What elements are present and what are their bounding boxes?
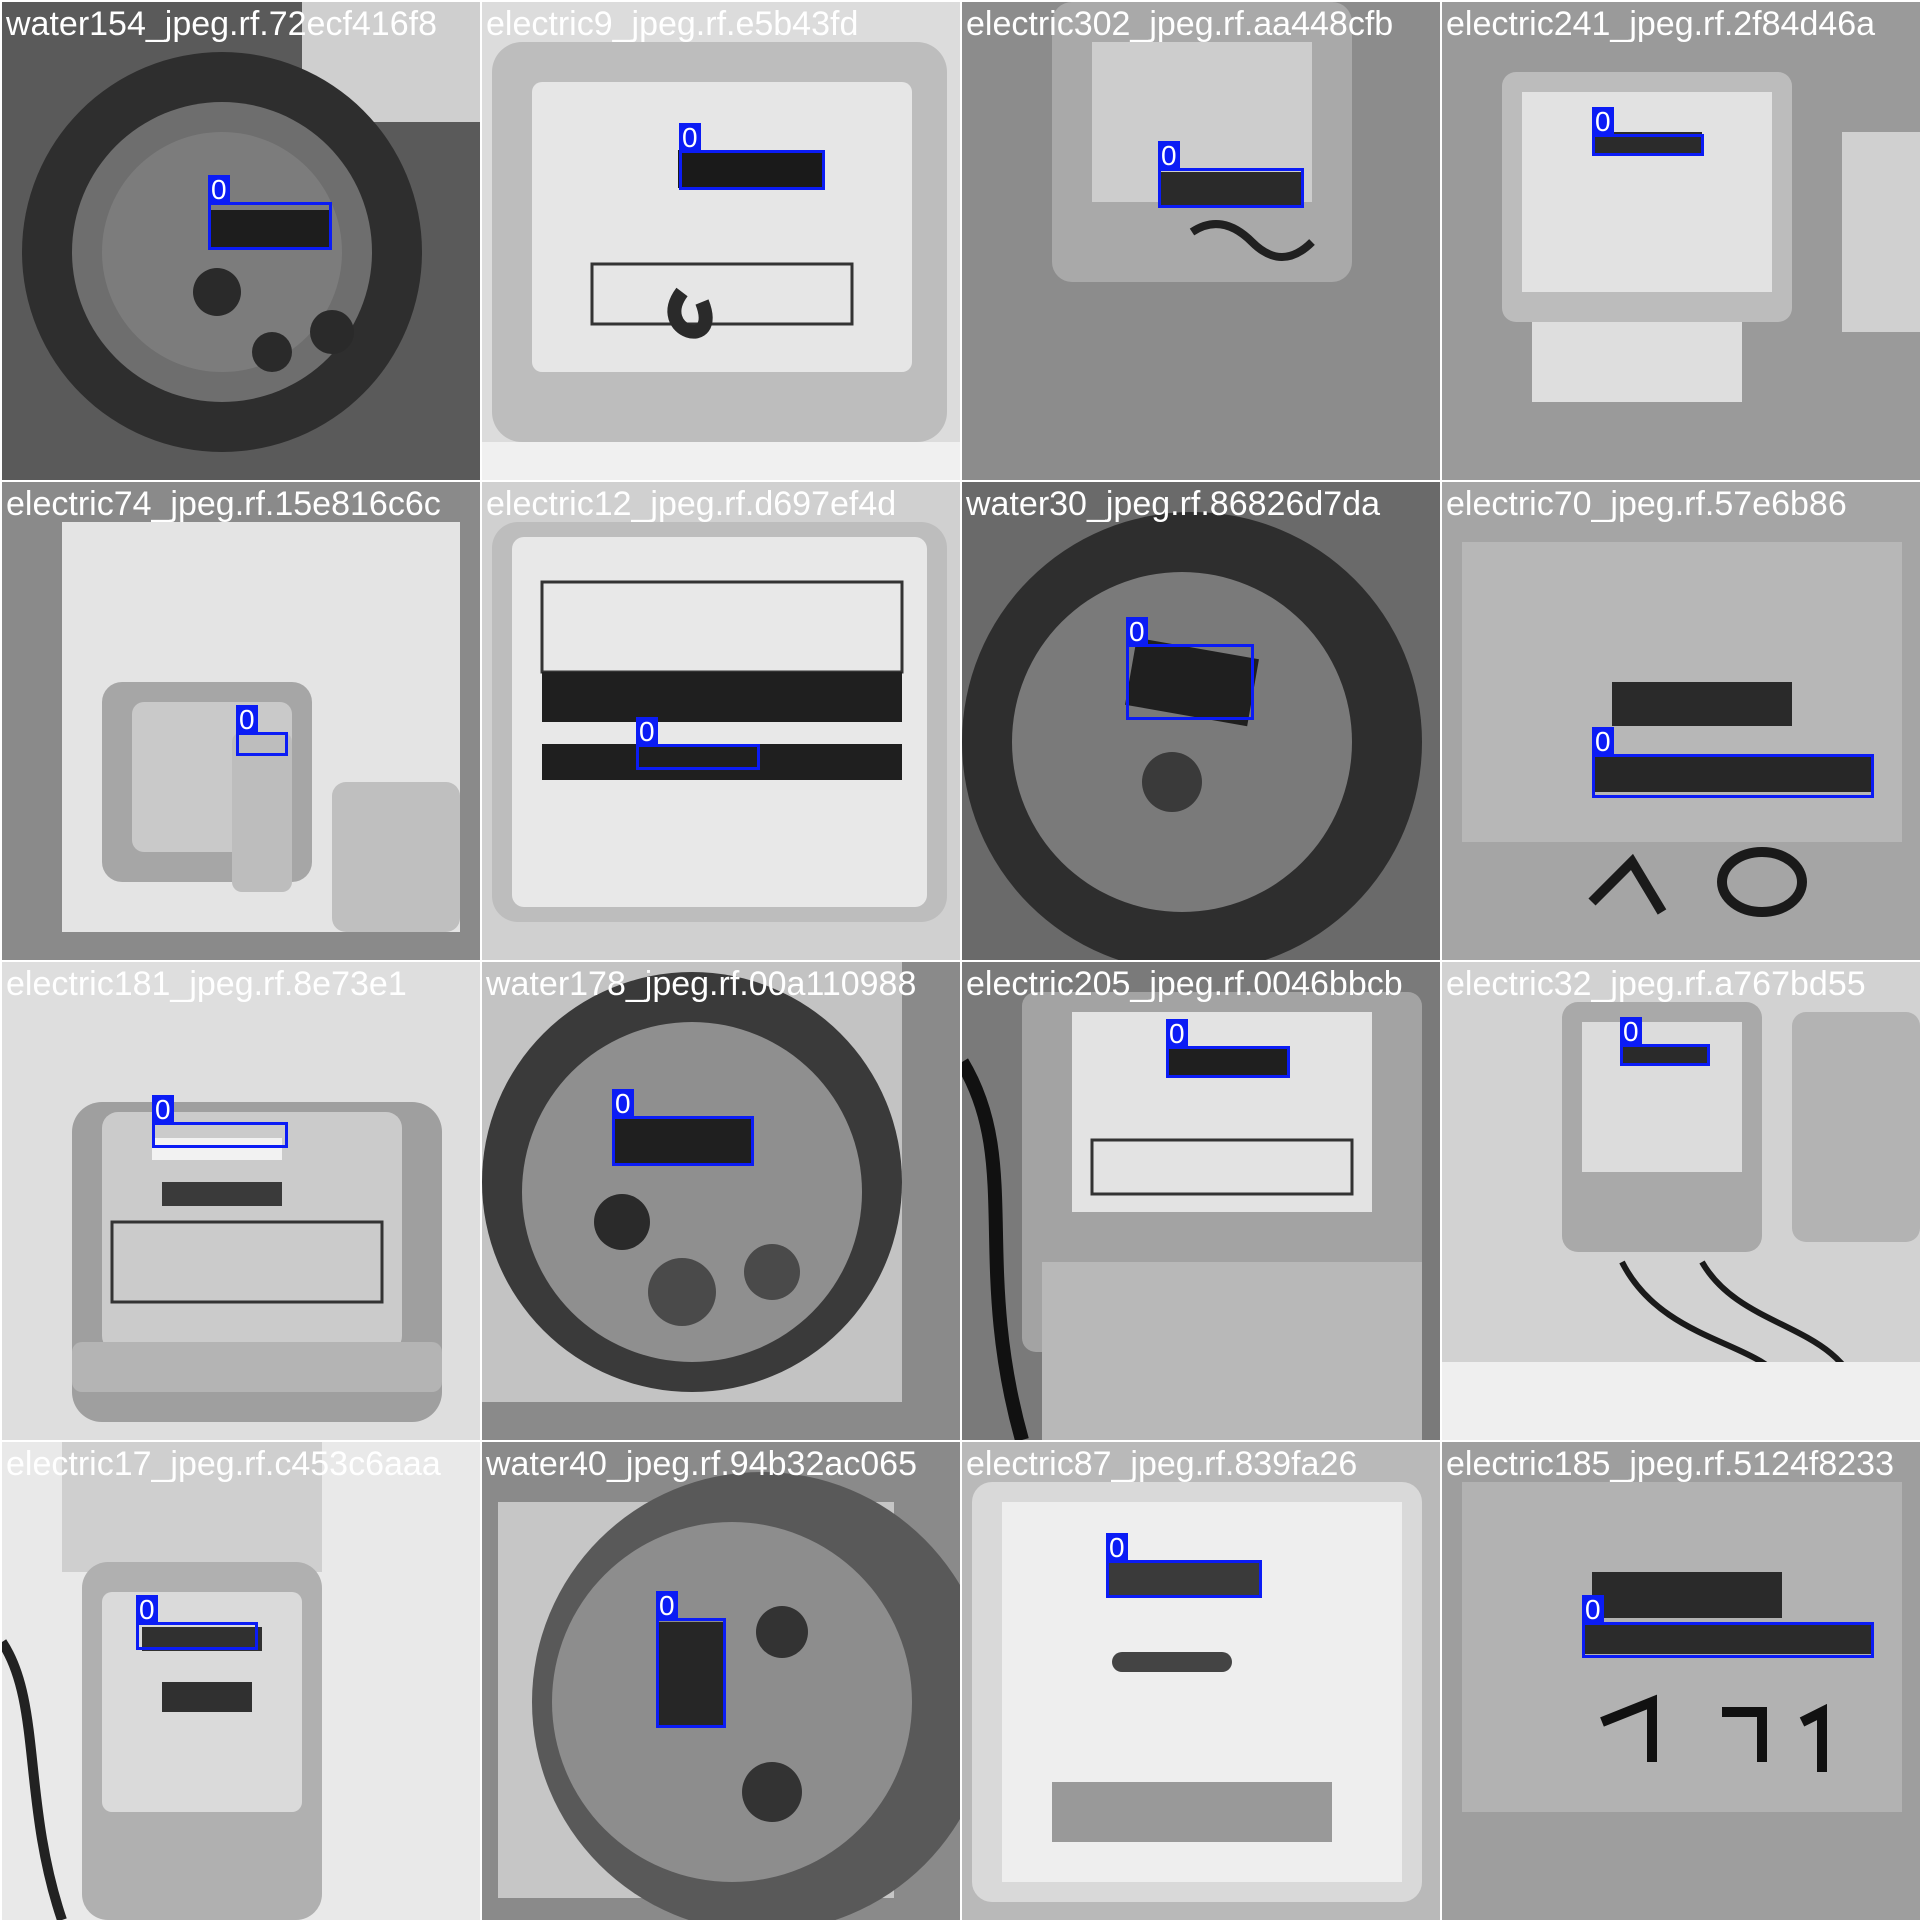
class-label: 0	[612, 1089, 634, 1119]
class-label: 0	[1158, 141, 1180, 171]
detection-box: 0	[636, 717, 760, 770]
image-filename: electric181_jpeg.rf.8e73e1	[6, 965, 407, 1003]
mosaic-tile: water40_jpeg.rf.94b32ac065 0	[482, 1442, 960, 1920]
image-filename: electric87_jpeg.rf.839fa26	[966, 1445, 1358, 1483]
detection-box: 0	[679, 123, 825, 190]
image-filename: water30_jpeg.rf.86826d7da	[966, 485, 1380, 523]
class-label: 0	[136, 1595, 158, 1625]
water-meter-photo	[962, 482, 1440, 960]
class-label: 0	[1106, 1533, 1128, 1563]
image-filename: water40_jpeg.rf.94b32ac065	[486, 1445, 917, 1483]
image-filename: electric12_jpeg.rf.d697ef4d	[486, 485, 897, 523]
detection-box: 0	[1582, 1595, 1874, 1658]
water-meter-photo	[482, 962, 960, 1440]
class-label: 0	[1582, 1595, 1604, 1625]
mosaic-tile: electric17_jpeg.rf.c453c6aaa 0	[2, 1442, 480, 1920]
electric-meter-photo	[1442, 2, 1920, 480]
mosaic-tile: electric181_jpeg.rf.8e73e1 0	[2, 962, 480, 1440]
detection-box: 0	[1620, 1017, 1710, 1066]
mosaic-tile: electric12_jpeg.rf.d697ef4d 0	[482, 482, 960, 960]
class-label: 0	[1592, 107, 1614, 137]
electric-meter-photo	[482, 2, 960, 480]
image-filename: electric9_jpeg.rf.e5b43fd	[486, 5, 859, 43]
detection-box: 0	[1158, 141, 1304, 208]
class-label: 0	[636, 717, 658, 747]
mosaic-tile: water178_jpeg.rf.00a110988 0	[482, 962, 960, 1440]
class-label: 0	[679, 123, 701, 153]
mosaic-tile: electric70_jpeg.rf.57e6b86 0	[1442, 482, 1920, 960]
mosaic-tile: electric241_jpeg.rf.2f84d46a 0	[1442, 2, 1920, 480]
electric-meter-photo	[482, 482, 960, 960]
detection-box: 0	[208, 175, 332, 250]
detection-box: 0	[1126, 617, 1254, 720]
electric-meter-photo	[1442, 1442, 1920, 1920]
detection-box: 0	[1106, 1533, 1262, 1598]
class-label: 0	[1592, 727, 1614, 757]
class-label: 0	[656, 1591, 678, 1621]
mosaic-tile: electric9_jpeg.rf.e5b43fd 0	[482, 2, 960, 480]
class-label: 0	[152, 1095, 174, 1125]
detection-box: 0	[612, 1089, 754, 1166]
electric-meter-photo	[962, 962, 1440, 1440]
image-filename: electric74_jpeg.rf.15e816c6c	[6, 485, 441, 523]
image-filename: water154_jpeg.rf.72ecf416f8	[6, 5, 437, 43]
class-label: 0	[208, 175, 230, 205]
image-filename: electric70_jpeg.rf.57e6b86	[1446, 485, 1847, 523]
class-label: 0	[1126, 617, 1148, 647]
water-meter-photo	[482, 1442, 960, 1920]
image-filename: electric302_jpeg.rf.aa448cfb	[966, 5, 1394, 43]
detection-box: 0	[1592, 107, 1704, 156]
mosaic-tile: electric87_jpeg.rf.839fa26 0	[962, 1442, 1440, 1920]
class-label: 0	[1166, 1019, 1188, 1049]
electric-meter-photo	[962, 1442, 1440, 1920]
electric-meter-photo	[1442, 482, 1920, 960]
image-filename: electric32_jpeg.rf.a767bd55	[1446, 965, 1866, 1003]
mosaic-tile: water30_jpeg.rf.86826d7da 0	[962, 482, 1440, 960]
class-label: 0	[1620, 1017, 1642, 1047]
mosaic-tile: water154_jpeg.rf.72ecf416f8 0	[2, 2, 480, 480]
water-meter-photo	[2, 2, 480, 480]
detection-box: 0	[236, 705, 288, 756]
mosaic-tile: electric185_jpeg.rf.5124f8233 0	[1442, 1442, 1920, 1920]
electric-meter-photo	[962, 2, 1440, 480]
class-label: 0	[236, 705, 258, 735]
image-filename: electric185_jpeg.rf.5124f8233	[1446, 1445, 1894, 1483]
electric-meter-photo	[1442, 962, 1920, 1440]
detection-box: 0	[136, 1595, 258, 1650]
detection-box: 0	[1166, 1019, 1290, 1078]
mosaic-tile: electric74_jpeg.rf.15e816c6c 0	[2, 482, 480, 960]
mosaic-tile: electric32_jpeg.rf.a767bd55 0	[1442, 962, 1920, 1440]
image-filename: water178_jpeg.rf.00a110988	[486, 965, 917, 1003]
image-filename: electric241_jpeg.rf.2f84d46a	[1446, 5, 1876, 43]
detection-box: 0	[152, 1095, 288, 1148]
image-filename: electric205_jpeg.rf.0046bbcb	[966, 965, 1403, 1003]
mosaic-tile: electric302_jpeg.rf.aa448cfb 0	[962, 2, 1440, 480]
image-filename: electric17_jpeg.rf.c453c6aaa	[6, 1445, 441, 1483]
electric-meter-photo	[2, 962, 480, 1440]
detection-box: 0	[1592, 727, 1874, 798]
detection-box: 0	[656, 1591, 726, 1728]
mosaic-tile: electric205_jpeg.rf.0046bbcb 0	[962, 962, 1440, 1440]
electric-meter-photo	[2, 1442, 480, 1920]
